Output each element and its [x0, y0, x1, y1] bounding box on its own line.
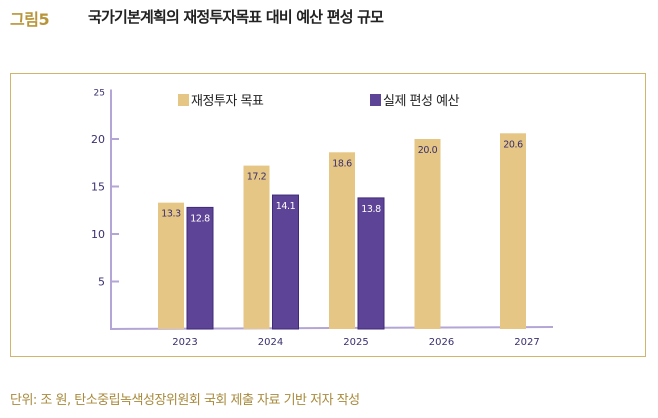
legend-swatch: [178, 94, 189, 106]
bar: [186, 206, 214, 330]
y-tick-label: 15: [91, 181, 105, 194]
y-tick-label: 20: [91, 133, 105, 146]
bar: [272, 194, 299, 330]
data-label: 12.8: [190, 213, 210, 224]
data-label: 14.1: [276, 201, 296, 212]
legend-label: 실제 편성 예산: [383, 94, 460, 109]
legend-label: 재정투자 목표: [191, 94, 264, 109]
x-tick-label: 2025: [343, 337, 368, 348]
bar: [500, 133, 526, 329]
bar: [414, 139, 441, 329]
data-label: 20.0: [418, 145, 438, 156]
bar: [158, 202, 184, 329]
x-tick-label: 2026: [429, 337, 454, 348]
data-label: 13.3: [161, 209, 181, 220]
x-tick-label: 2027: [514, 337, 539, 348]
source-note: 단위: 조 원, 탄소중립녹색성장위원회 국회 제출 자료 기반 저자 작성: [10, 393, 360, 408]
bar: [357, 197, 385, 330]
bar: [329, 152, 355, 329]
bar: [243, 165, 270, 329]
x-tick-label: 2024: [258, 337, 283, 348]
data-label: 13.8: [361, 204, 381, 215]
x-tick-label: 2023: [172, 337, 197, 348]
y-tick-label: 25: [94, 89, 105, 99]
data-label: 18.6: [332, 158, 352, 169]
figure-label: 그림5: [10, 10, 50, 29]
y-tick-label: 10: [91, 228, 105, 241]
legend-swatch: [370, 94, 381, 106]
y-tick-label: 5: [98, 276, 105, 289]
data-label: 20.6: [503, 139, 523, 150]
data-label: 17.2: [247, 172, 267, 183]
chart-frame: [10, 73, 646, 357]
figure-title: 국가기본계획의 재정투자목표 대비 예산 편성 규모: [88, 8, 384, 26]
